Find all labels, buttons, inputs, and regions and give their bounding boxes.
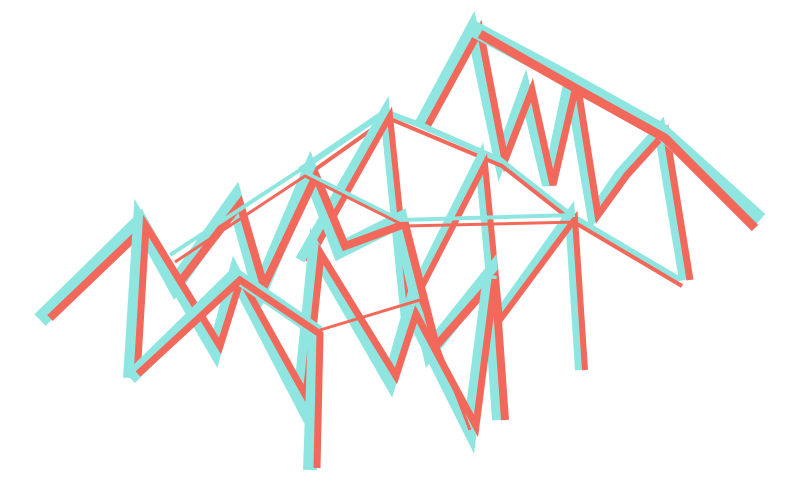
zigzag: [305, 106, 588, 371]
ridge: [298, 108, 682, 283]
ridge: [477, 30, 759, 232]
ribbon-front: [34, 150, 579, 471]
ribbon-back: [414, 10, 766, 281]
zigzag: [424, 19, 694, 281]
thin-line: [168, 167, 576, 257]
thin-line: [319, 298, 472, 431]
zigzag: [135, 275, 324, 469]
thin-line: [174, 174, 579, 264]
ridge: [304, 115, 684, 288]
zigzag: [414, 10, 691, 281]
